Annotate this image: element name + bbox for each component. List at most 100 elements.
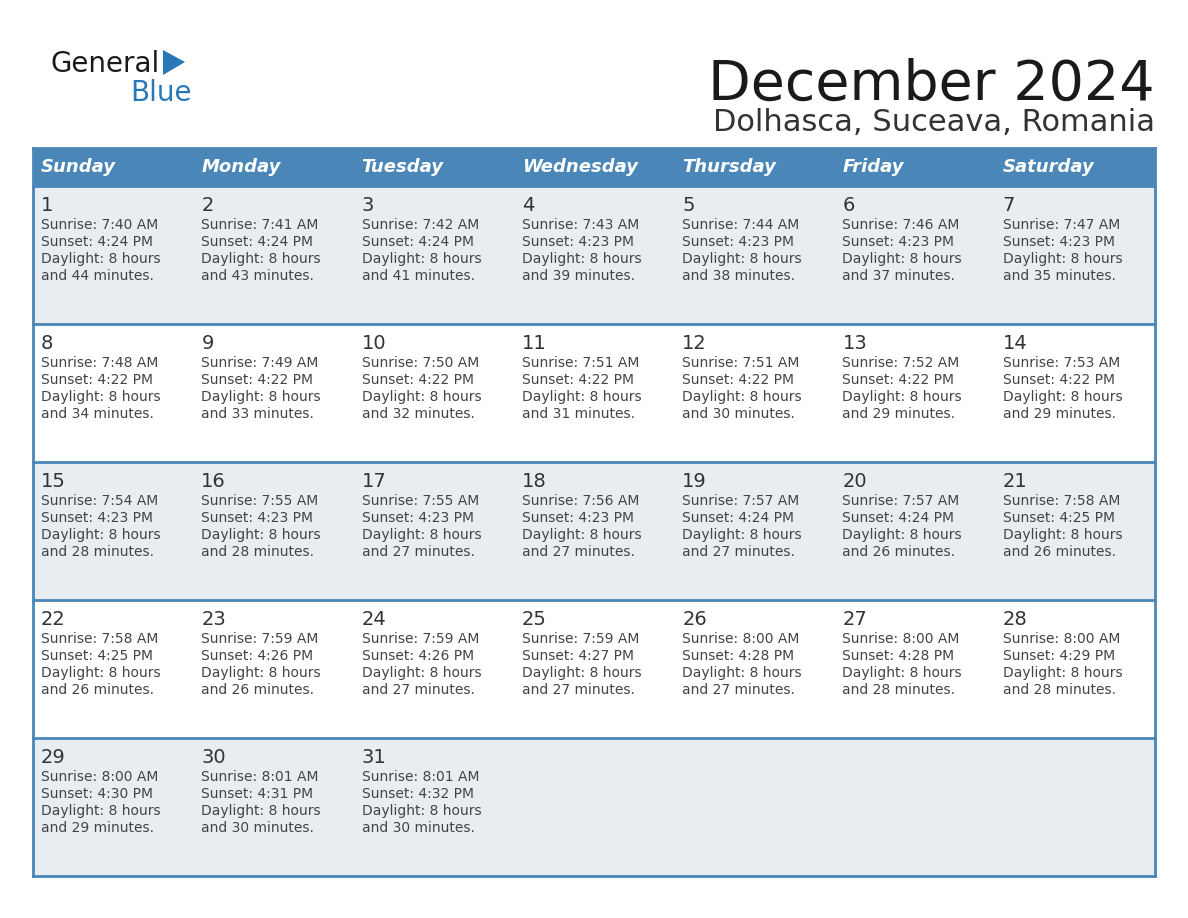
Polygon shape (163, 50, 185, 75)
Text: Daylight: 8 hours: Daylight: 8 hours (42, 390, 160, 404)
Text: 25: 25 (522, 610, 546, 629)
Text: 6: 6 (842, 196, 855, 215)
Text: Sunrise: 7:54 AM: Sunrise: 7:54 AM (42, 494, 158, 508)
Bar (33, 324, 1155, 462)
Text: Sunset: 4:28 PM: Sunset: 4:28 PM (842, 649, 955, 663)
Text: Daylight: 8 hours: Daylight: 8 hours (1003, 390, 1123, 404)
Text: and 30 minutes.: and 30 minutes. (682, 407, 795, 421)
Text: Sunset: 4:23 PM: Sunset: 4:23 PM (522, 235, 634, 249)
Text: Sunset: 4:24 PM: Sunset: 4:24 PM (842, 511, 954, 525)
Text: Daylight: 8 hours: Daylight: 8 hours (1003, 528, 1123, 542)
Text: Sunrise: 7:57 AM: Sunrise: 7:57 AM (682, 494, 800, 508)
Text: Sunrise: 7:52 AM: Sunrise: 7:52 AM (842, 356, 960, 370)
Bar (994, 148, 1155, 186)
Text: Sunrise: 7:46 AM: Sunrise: 7:46 AM (842, 218, 960, 232)
Text: and 38 minutes.: and 38 minutes. (682, 269, 795, 283)
Text: and 39 minutes.: and 39 minutes. (522, 269, 634, 283)
Text: Sunset: 4:32 PM: Sunset: 4:32 PM (361, 787, 474, 801)
Text: Sunrise: 7:55 AM: Sunrise: 7:55 AM (201, 494, 318, 508)
Text: 23: 23 (201, 610, 226, 629)
Text: and 29 minutes.: and 29 minutes. (842, 407, 955, 421)
Text: Sunset: 4:27 PM: Sunset: 4:27 PM (522, 649, 634, 663)
Text: Sunrise: 7:48 AM: Sunrise: 7:48 AM (42, 356, 158, 370)
Text: and 30 minutes.: and 30 minutes. (201, 821, 314, 835)
Text: and 26 minutes.: and 26 minutes. (42, 683, 154, 697)
Text: and 33 minutes.: and 33 minutes. (201, 407, 314, 421)
Text: 19: 19 (682, 472, 707, 491)
Text: Daylight: 8 hours: Daylight: 8 hours (522, 666, 642, 680)
Text: 17: 17 (361, 472, 386, 491)
Text: and 41 minutes.: and 41 minutes. (361, 269, 474, 283)
Text: and 43 minutes.: and 43 minutes. (201, 269, 314, 283)
Text: Daylight: 8 hours: Daylight: 8 hours (42, 528, 160, 542)
Text: Tuesday: Tuesday (361, 158, 443, 176)
Text: 3: 3 (361, 196, 374, 215)
Text: 29: 29 (42, 748, 65, 767)
Text: Sunrise: 7:43 AM: Sunrise: 7:43 AM (522, 218, 639, 232)
Text: and 26 minutes.: and 26 minutes. (201, 683, 315, 697)
Text: Sunset: 4:23 PM: Sunset: 4:23 PM (1003, 235, 1114, 249)
Text: Daylight: 8 hours: Daylight: 8 hours (361, 804, 481, 818)
Text: Sunrise: 7:41 AM: Sunrise: 7:41 AM (201, 218, 318, 232)
Text: Sunrise: 7:58 AM: Sunrise: 7:58 AM (42, 632, 158, 646)
Text: Sunrise: 7:57 AM: Sunrise: 7:57 AM (842, 494, 960, 508)
Text: Saturday: Saturday (1003, 158, 1094, 176)
Text: December 2024: December 2024 (708, 58, 1155, 112)
Text: Sunrise: 8:00 AM: Sunrise: 8:00 AM (682, 632, 800, 646)
Text: Sunset: 4:23 PM: Sunset: 4:23 PM (522, 511, 634, 525)
Bar (33, 600, 1155, 738)
Text: Sunrise: 7:42 AM: Sunrise: 7:42 AM (361, 218, 479, 232)
Text: Daylight: 8 hours: Daylight: 8 hours (522, 528, 642, 542)
Text: Sunset: 4:22 PM: Sunset: 4:22 PM (201, 373, 314, 387)
Text: Sunrise: 7:59 AM: Sunrise: 7:59 AM (522, 632, 639, 646)
Text: Daylight: 8 hours: Daylight: 8 hours (42, 252, 160, 266)
Text: Sunset: 4:23 PM: Sunset: 4:23 PM (361, 511, 474, 525)
Text: 30: 30 (201, 748, 226, 767)
Text: 11: 11 (522, 334, 546, 353)
Text: 14: 14 (1003, 334, 1028, 353)
Text: Thursday: Thursday (682, 158, 776, 176)
Text: 9: 9 (201, 334, 214, 353)
Text: Daylight: 8 hours: Daylight: 8 hours (201, 252, 321, 266)
Text: Sunset: 4:22 PM: Sunset: 4:22 PM (842, 373, 954, 387)
Text: and 27 minutes.: and 27 minutes. (682, 545, 795, 559)
Text: Sunrise: 7:51 AM: Sunrise: 7:51 AM (522, 356, 639, 370)
Text: 24: 24 (361, 610, 386, 629)
Bar (33, 186, 1155, 324)
Text: Sunrise: 7:44 AM: Sunrise: 7:44 AM (682, 218, 800, 232)
Text: 4: 4 (522, 196, 535, 215)
Text: 16: 16 (201, 472, 226, 491)
Text: Sunrise: 7:56 AM: Sunrise: 7:56 AM (522, 494, 639, 508)
Text: and 27 minutes.: and 27 minutes. (682, 683, 795, 697)
Text: Daylight: 8 hours: Daylight: 8 hours (842, 390, 962, 404)
Text: Sunrise: 8:00 AM: Sunrise: 8:00 AM (1003, 632, 1120, 646)
Text: Daylight: 8 hours: Daylight: 8 hours (682, 666, 802, 680)
Text: and 30 minutes.: and 30 minutes. (361, 821, 474, 835)
Text: Sunset: 4:28 PM: Sunset: 4:28 PM (682, 649, 795, 663)
Text: and 28 minutes.: and 28 minutes. (201, 545, 315, 559)
Text: Sunset: 4:22 PM: Sunset: 4:22 PM (522, 373, 634, 387)
Text: 22: 22 (42, 610, 65, 629)
Text: Sunrise: 8:01 AM: Sunrise: 8:01 AM (201, 770, 318, 784)
Text: Sunday: Sunday (42, 158, 116, 176)
Bar (33, 738, 1155, 876)
Bar (834, 148, 994, 186)
Text: Daylight: 8 hours: Daylight: 8 hours (522, 252, 642, 266)
Text: Sunset: 4:26 PM: Sunset: 4:26 PM (361, 649, 474, 663)
Text: Daylight: 8 hours: Daylight: 8 hours (361, 666, 481, 680)
Text: 5: 5 (682, 196, 695, 215)
Text: Sunrise: 8:00 AM: Sunrise: 8:00 AM (842, 632, 960, 646)
Text: Sunset: 4:25 PM: Sunset: 4:25 PM (42, 649, 153, 663)
Text: Daylight: 8 hours: Daylight: 8 hours (201, 666, 321, 680)
Text: and 28 minutes.: and 28 minutes. (842, 683, 955, 697)
Text: 20: 20 (842, 472, 867, 491)
Text: and 29 minutes.: and 29 minutes. (42, 821, 154, 835)
Text: Daylight: 8 hours: Daylight: 8 hours (842, 666, 962, 680)
Text: Sunrise: 7:49 AM: Sunrise: 7:49 AM (201, 356, 318, 370)
Text: Sunrise: 7:51 AM: Sunrise: 7:51 AM (682, 356, 800, 370)
Text: Sunset: 4:23 PM: Sunset: 4:23 PM (842, 235, 954, 249)
Text: Sunrise: 7:58 AM: Sunrise: 7:58 AM (1003, 494, 1120, 508)
Text: 1: 1 (42, 196, 53, 215)
Text: Sunset: 4:24 PM: Sunset: 4:24 PM (42, 235, 153, 249)
Bar (514, 148, 674, 186)
